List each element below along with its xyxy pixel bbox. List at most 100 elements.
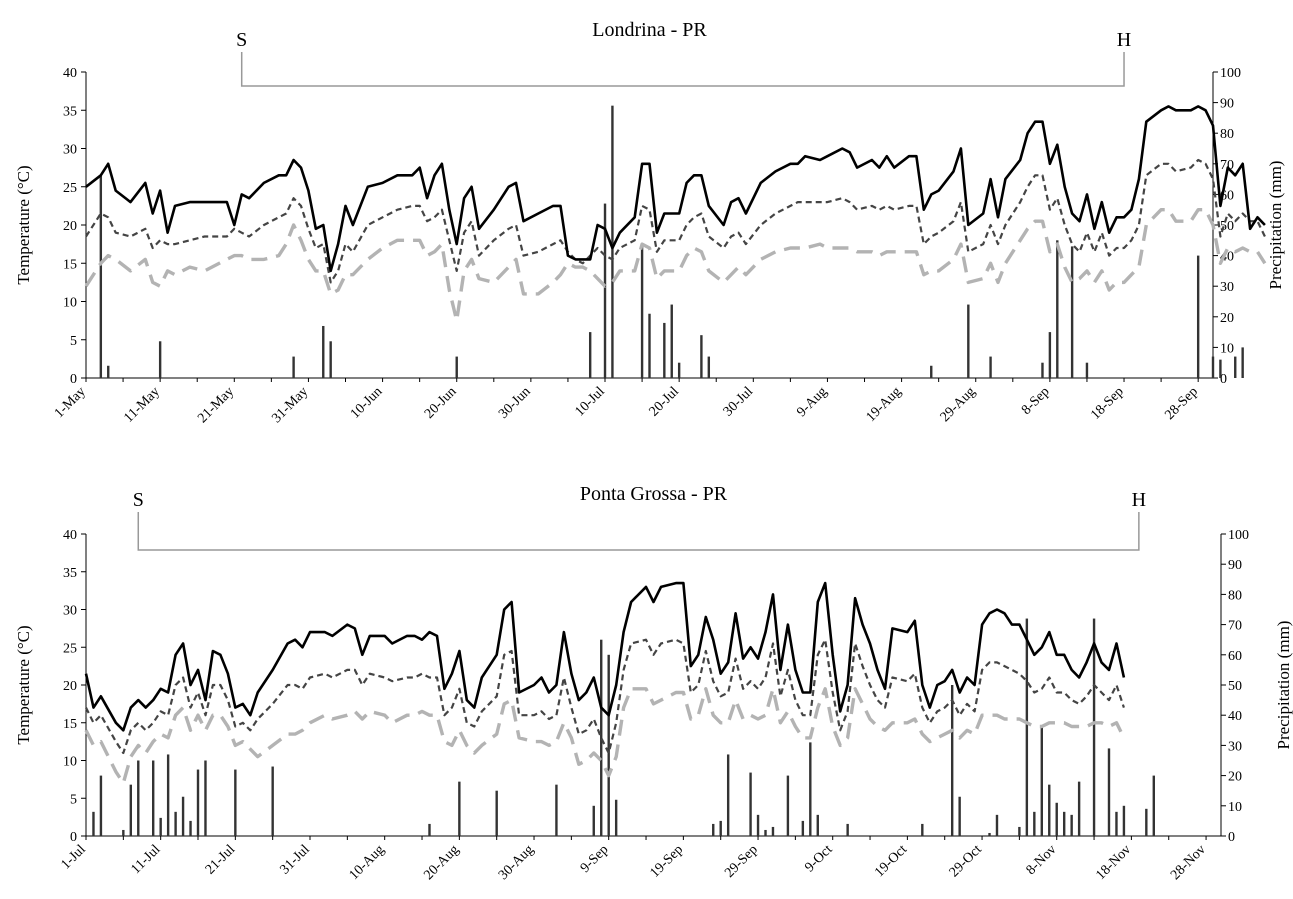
x-tick-label: 19-Oct: [872, 842, 910, 880]
y-tick-label: 20: [63, 219, 77, 234]
precipitation-bar: [1145, 808, 1148, 836]
precipitation-bar: [1056, 240, 1059, 378]
precipitation-bar: [1219, 359, 1222, 378]
x-tick-label: 31-Jul: [277, 842, 312, 877]
y-tick-label: 0: [70, 830, 77, 845]
temperature-series-short-dash: [85, 158, 1266, 284]
precipitation-bar: [809, 742, 812, 836]
x-tick-label: 20-Aug: [421, 842, 462, 883]
x-tick-label: 29-Sep: [722, 842, 761, 881]
y2-tick-label: 10: [1228, 800, 1242, 815]
y-tick-label: 15: [63, 257, 77, 272]
marker-h: H: [1132, 489, 1146, 511]
y-tick-label: 25: [63, 181, 77, 196]
y-tick-label: 35: [63, 104, 77, 119]
precipitation-bar: [663, 322, 666, 378]
y2-tick-label: 50: [1228, 679, 1242, 694]
precipitation-bar: [458, 781, 461, 836]
y2-tick-label: 100: [1220, 66, 1241, 81]
precipitation-bar: [846, 823, 849, 836]
precipitation-bar: [614, 799, 618, 836]
y-tick-label: 20: [63, 679, 77, 694]
temperature-series-short-dash: [85, 638, 1125, 755]
precipitation-bar: [1085, 362, 1089, 378]
y-tick-label: 30: [63, 604, 77, 619]
precipitation-bar: [677, 362, 681, 378]
y-tick-label: 5: [70, 792, 77, 807]
precipitation-bar: [921, 823, 924, 836]
precipitation-bar: [700, 335, 703, 378]
precipitation-bar: [189, 820, 192, 836]
precipitation-bar: [1033, 811, 1036, 836]
precipitation-bar: [930, 365, 933, 378]
precipitation-bar: [726, 754, 730, 836]
marker-s: S: [236, 29, 247, 51]
y2-tick-label: 60: [1228, 649, 1242, 664]
precipitation-bar: [749, 772, 752, 836]
x-tick-label: 1-May: [52, 384, 89, 421]
precipitation-bar: [995, 814, 999, 836]
precipitation-bar: [958, 796, 961, 836]
y-tick-label: 30: [63, 143, 77, 158]
precipitation-bar: [756, 814, 760, 836]
precipitation-bar: [648, 313, 651, 378]
precipitation-bar: [1077, 781, 1081, 836]
x-tick-label: 20-Jul: [647, 384, 682, 419]
precipitation-bar: [137, 760, 140, 836]
precipitation-bar: [158, 341, 162, 378]
precipitation-bar: [603, 203, 607, 378]
x-tick-label: 8-Sep: [1019, 384, 1053, 418]
precipitation-bar: [428, 823, 431, 836]
londrina-chart-panel: Londrina - PRS H0510152025303540010203040…: [14, 19, 1285, 426]
y2-tick-label: 30: [1228, 739, 1242, 754]
x-tick-label: 11-May: [121, 384, 163, 426]
precipitation-bar: [592, 805, 595, 836]
precipitation-bar: [329, 341, 332, 378]
precipitation-bar: [174, 811, 177, 836]
y2-tick-label: 10: [1220, 341, 1234, 356]
y-axis-title: Temperature (°C): [14, 625, 33, 744]
y2-axis-title: Precipitation (mm): [1266, 161, 1285, 290]
x-tick-label: 31-May: [269, 384, 311, 426]
x-tick-label: 21-Jul: [203, 842, 238, 877]
marker-s: S: [133, 489, 144, 511]
precipitation-bar: [1055, 802, 1058, 836]
precipitation-bar: [1048, 332, 1052, 378]
chart-title: Londrina - PR: [592, 19, 707, 41]
precipitation-bar: [1062, 811, 1066, 836]
y2-tick-label: 70: [1228, 619, 1242, 634]
x-tick-label: 18-Sep: [1088, 384, 1127, 423]
precipitation-bar: [989, 356, 992, 378]
y2-tick-label: 20: [1220, 311, 1234, 326]
precipitation-bar: [495, 790, 498, 836]
x-tick-label: 10-Jul: [572, 384, 607, 419]
precipitation-bar: [670, 304, 673, 378]
ponta-grossa-chart-panel: Ponta Grossa - PR S H 0 5 10 15 20 25 30 35 40 0 10 20…: [14, 483, 1293, 883]
precipitation-bar: [292, 356, 295, 378]
precipitation-bar: [600, 639, 603, 836]
precipitation-bar: [152, 760, 155, 836]
season-bracket: [240, 52, 1125, 87]
y2-tick-label: 30: [1220, 280, 1234, 295]
precipitation-bar: [159, 817, 162, 836]
y2-tick-label: 100: [1228, 528, 1249, 543]
x-tick-label: 30-Jul: [721, 384, 756, 419]
precipitation-bar: [1234, 356, 1237, 378]
x-tick-label: 10-Jun: [348, 384, 386, 422]
precipitation-bar: [234, 769, 237, 836]
x-tick-label: 30-Jun: [496, 384, 534, 422]
precipitation-bar: [1241, 347, 1244, 378]
y-tick-label: 10: [63, 296, 77, 311]
x-tick-label: 18-Nov: [1093, 842, 1134, 883]
y-tick-label: 10: [63, 755, 77, 770]
temperature-series-long-dash: [84, 208, 1267, 323]
precipitation-bar: [1018, 826, 1021, 836]
precipitation-bar: [764, 829, 767, 836]
temperature-series-solid: [85, 105, 1266, 273]
x-tick-label: 29-Oct: [947, 842, 985, 880]
precipitation-bar: [1152, 775, 1155, 836]
precipitation-bar: [719, 820, 722, 836]
precipitation-bar: [611, 105, 614, 378]
x-tick-label: 10-Aug: [347, 842, 388, 883]
precipitation-bar: [640, 246, 644, 378]
